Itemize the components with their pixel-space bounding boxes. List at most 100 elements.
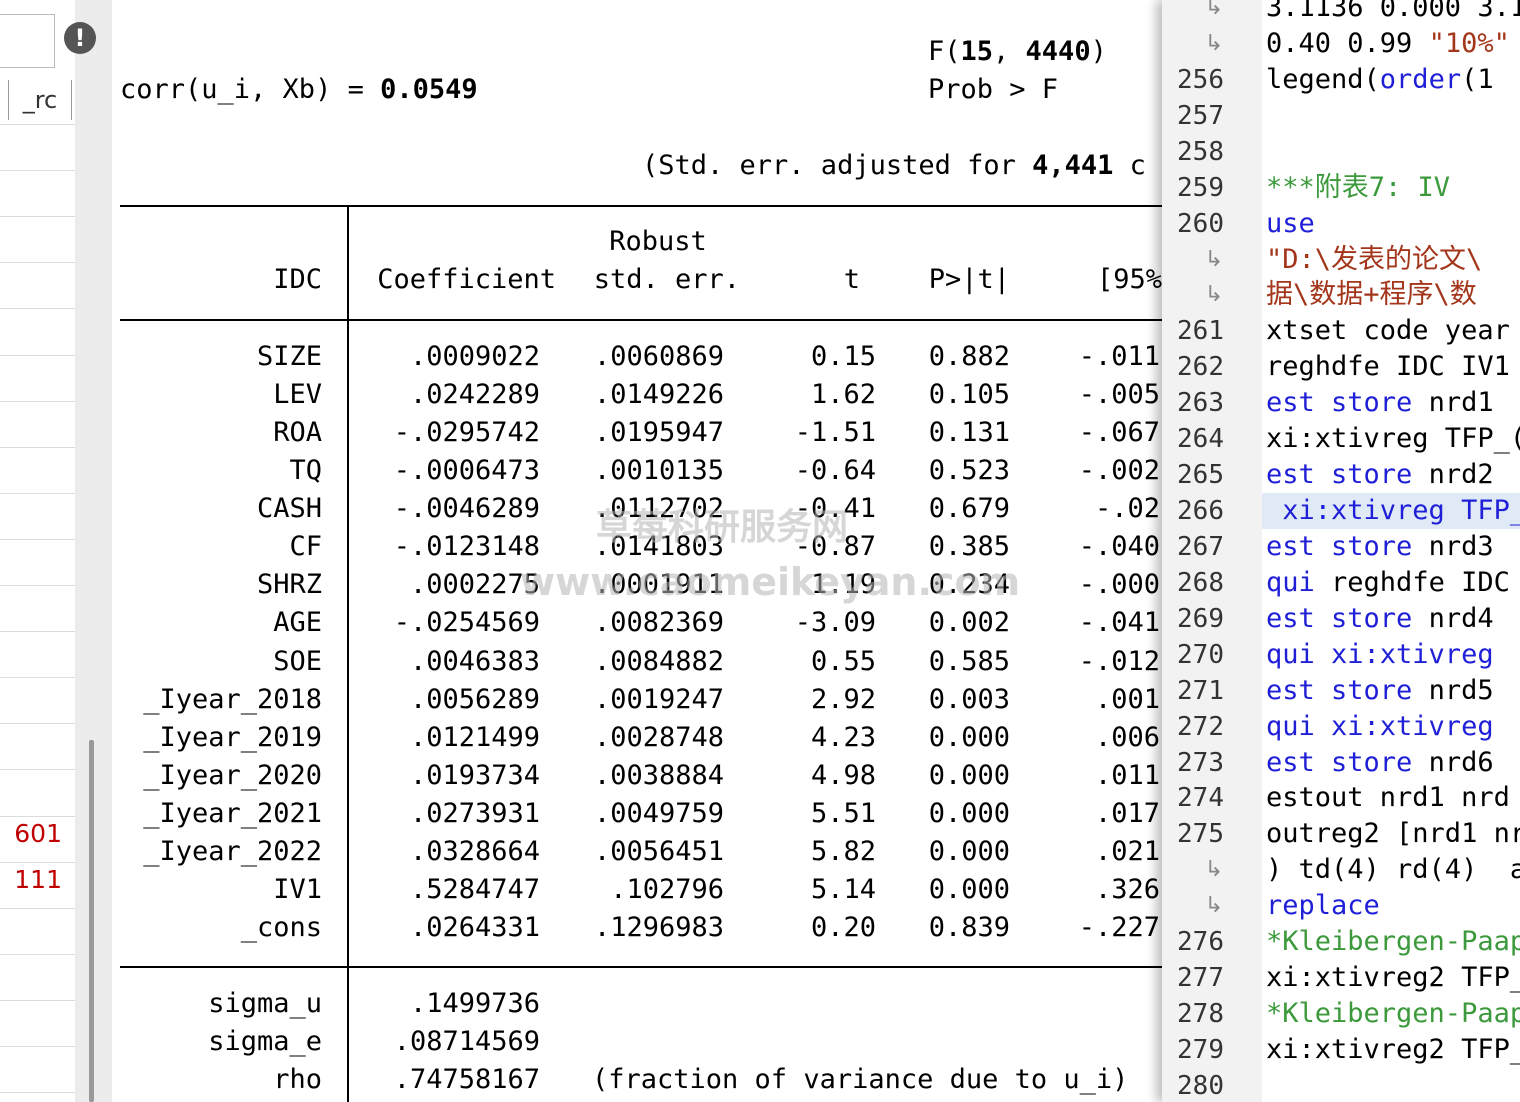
cell-ci: -.02 bbox=[1094, 493, 1160, 525]
corr-value: 0.0549 bbox=[380, 74, 478, 105]
code-line[interactable]: qui reghdfe IDC bbox=[1266, 565, 1510, 601]
stderr-part: c bbox=[1113, 150, 1146, 181]
code-token: 0.40 0.99 bbox=[1266, 27, 1429, 59]
cell: .0038884 bbox=[593, 759, 724, 791]
cell: .0193734 bbox=[409, 759, 540, 791]
input-box[interactable] bbox=[0, 14, 55, 68]
column-header[interactable]: _rc bbox=[8, 80, 72, 120]
code-token: reghdfe IDC IV1 bbox=[1266, 351, 1510, 383]
code-line[interactable]: estout nrd1 nrd bbox=[1266, 780, 1510, 816]
cell: .0019247 bbox=[593, 683, 724, 715]
row-label: _Iyear_2021 bbox=[143, 797, 322, 829]
line-number: 278 bbox=[1177, 999, 1224, 1030]
line-number: 275 bbox=[1177, 819, 1224, 850]
cell: 0.000 bbox=[928, 873, 1010, 905]
prob-label: Prob > F bbox=[928, 74, 1059, 105]
sigma-value: .08714569 bbox=[393, 1026, 540, 1057]
code-line[interactable]: est store nrd5 bbox=[1266, 673, 1494, 709]
code-line[interactable]: replace bbox=[1266, 888, 1380, 924]
code-token: reghdfe IDC bbox=[1314, 566, 1510, 598]
code-line[interactable]: ***附表7: IV bbox=[1266, 170, 1450, 206]
cell: 0.839 bbox=[928, 912, 1010, 944]
cell: 0.20 bbox=[810, 912, 876, 944]
grid-line bbox=[0, 953, 75, 955]
cell: .0049759 bbox=[593, 797, 724, 829]
code-line[interactable]: est store nrd6 bbox=[1266, 745, 1494, 781]
row-label: IV1 bbox=[273, 873, 322, 905]
cell-value[interactable]: 601 bbox=[14, 819, 62, 848]
wrap-marker: ↳ bbox=[1204, 30, 1224, 56]
code-token: xi:xtivreg TFP_( bbox=[1266, 423, 1520, 455]
code-line[interactable]: use bbox=[1266, 206, 1315, 242]
watermark: www.caomeikeyan.com bbox=[520, 560, 1021, 604]
cell-ci: -.041 bbox=[1078, 607, 1160, 639]
grid-line bbox=[0, 538, 75, 540]
code-line[interactable]: qui xi:xtivreg bbox=[1266, 637, 1494, 673]
code-token: nrd2 bbox=[1412, 459, 1494, 491]
cell: -.0123148 bbox=[393, 531, 540, 563]
code-line[interactable]: outreg2 [nrd1 nr bbox=[1266, 816, 1520, 852]
line-number: 274 bbox=[1177, 783, 1224, 814]
cell: .0002275 bbox=[409, 569, 540, 601]
code-token: "D:\发表的论文\ bbox=[1266, 243, 1483, 275]
code-line[interactable]: xi:xtivreg2 TFP_ bbox=[1266, 1032, 1520, 1068]
line-number: 256 bbox=[1177, 64, 1224, 95]
cell-ci: -.227 bbox=[1078, 912, 1160, 944]
code-token: xi:xtivreg2 TFP_ bbox=[1266, 1033, 1520, 1065]
row-label: LEV bbox=[273, 379, 322, 411]
code-line[interactable]: 3.1136 0.000 3.1 bbox=[1266, 0, 1520, 26]
code-token: (1 bbox=[1461, 63, 1494, 95]
warning-icon[interactable]: ! bbox=[64, 22, 96, 54]
code-line[interactable]: legend(order(1 bbox=[1266, 62, 1494, 98]
code-line[interactable]: *Kleibergen-Paap bbox=[1266, 996, 1520, 1032]
cell-ci: .017 bbox=[1094, 797, 1160, 829]
code-line[interactable]: 据\数据+程序\数 bbox=[1266, 277, 1477, 313]
code-line[interactable]: 0.40 0.99 "10%" bbox=[1266, 26, 1510, 62]
code-line[interactable]: xi:xtivreg TFP_ bbox=[1266, 493, 1520, 529]
header-se: std. err. bbox=[593, 264, 740, 295]
code-line[interactable]: est store nrd4 bbox=[1266, 601, 1494, 637]
code-token: *Kleibergen-Paap bbox=[1266, 926, 1520, 958]
code-token: outreg2 [nrd1 nr bbox=[1266, 818, 1520, 850]
code-line[interactable]: *Kleibergen-Paap bbox=[1266, 924, 1520, 960]
cell: 4.23 bbox=[810, 721, 876, 753]
corr-line: corr(u_i, Xb) = 0.0549 bbox=[120, 71, 478, 109]
cell: 5.14 bbox=[810, 873, 876, 905]
code-line[interactable]: reghdfe IDC IV1 bbox=[1266, 349, 1510, 385]
f-test-part: F( bbox=[928, 36, 961, 67]
code-line[interactable]: "D:\发表的论文\ bbox=[1266, 242, 1482, 278]
wrap-marker: ↳ bbox=[1204, 893, 1224, 919]
header-ci: [95% bbox=[1097, 264, 1162, 295]
scrollbar[interactable] bbox=[89, 740, 94, 1102]
code-line[interactable]: xtset code year bbox=[1266, 313, 1510, 349]
cell-ci: .011 bbox=[1094, 759, 1160, 791]
row-label: _Iyear_2018 bbox=[143, 683, 322, 715]
code-line[interactable]: est store nrd3 bbox=[1266, 529, 1494, 565]
code-line[interactable]: ) td(4) rd(4) a bbox=[1266, 852, 1520, 888]
cell: 5.82 bbox=[810, 835, 876, 867]
cell: 4.98 bbox=[810, 759, 876, 791]
stderr-note: (Std. err. adjusted for 4,441 c bbox=[642, 147, 1146, 185]
code-line[interactable]: est store nrd1 bbox=[1266, 385, 1494, 421]
code-line[interactable]: xi:xtivreg2 TFP_ bbox=[1266, 960, 1520, 996]
cell: 0.000 bbox=[928, 721, 1010, 753]
row-label: SOE bbox=[273, 645, 322, 677]
cell-value[interactable]: 111 bbox=[14, 865, 62, 894]
code-token: nrd1 bbox=[1412, 387, 1494, 419]
cell: .0328664 bbox=[409, 835, 540, 867]
row-label: ROA bbox=[273, 417, 322, 449]
code-line[interactable]: est store nrd2 bbox=[1266, 457, 1494, 493]
row-label: CF bbox=[289, 531, 322, 563]
cell: .0056451 bbox=[593, 835, 724, 867]
code-line[interactable]: xi:xtivreg TFP_( bbox=[1266, 421, 1520, 457]
cell: .5284747 bbox=[409, 873, 540, 905]
code-token: est store bbox=[1266, 459, 1413, 491]
cell: 0.523 bbox=[928, 455, 1010, 487]
do-file-editor: ↳ 3.1136 0.000 3.1 ↳ 0.40 0.99 "10%" 256 lege… bbox=[1162, 0, 1520, 1102]
line-number: 257 bbox=[1177, 100, 1224, 131]
code-line[interactable]: qui xi:xtivreg bbox=[1266, 709, 1494, 745]
cell: 5.51 bbox=[810, 797, 876, 829]
row-label: AGE bbox=[273, 607, 322, 639]
f-test-part: , bbox=[993, 36, 1026, 67]
code-token: nrd5 bbox=[1412, 674, 1494, 706]
